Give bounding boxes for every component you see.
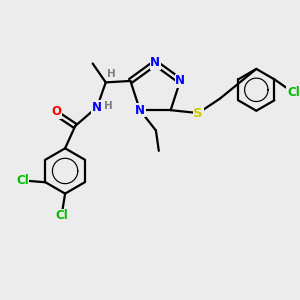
Text: N: N xyxy=(150,56,160,69)
Text: O: O xyxy=(51,105,62,118)
Text: N: N xyxy=(175,74,185,87)
Text: H: H xyxy=(104,100,112,111)
Text: N: N xyxy=(92,100,102,114)
Text: H: H xyxy=(106,69,116,79)
Text: Cl: Cl xyxy=(16,174,28,187)
Text: N: N xyxy=(135,104,145,117)
Text: Cl: Cl xyxy=(287,86,300,99)
Text: S: S xyxy=(194,106,203,120)
Text: Cl: Cl xyxy=(56,209,69,223)
